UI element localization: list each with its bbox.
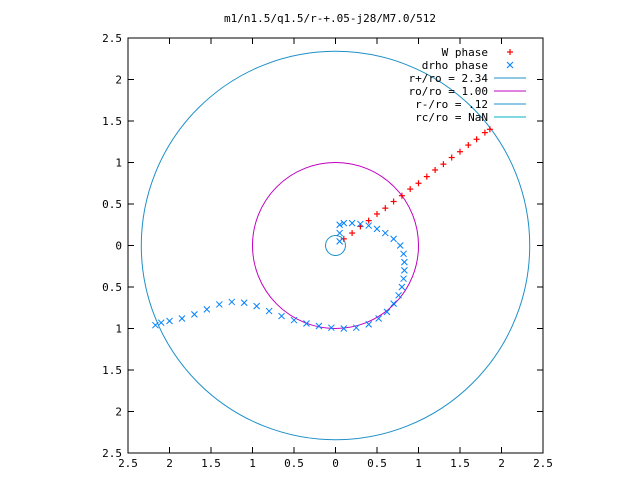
y-tick-label: 1.5 — [102, 115, 122, 128]
x-tick-label: 2 — [498, 457, 505, 470]
drho-phase-point — [357, 220, 364, 228]
drho-phase-point — [400, 275, 407, 283]
x-tick-label: 0 — [332, 457, 339, 470]
drho-phase-point — [253, 302, 261, 310]
y-tick-label: 2 — [115, 74, 122, 87]
w-phase-point — [423, 173, 430, 180]
drho-phase-point — [157, 319, 165, 327]
legend-label: W phase — [442, 46, 488, 59]
legend-label: r+/ro = 2.34 — [409, 72, 489, 85]
w-phase-point — [481, 129, 488, 136]
x-tick-label: 0.5 — [367, 457, 387, 470]
drho-phase-point — [365, 222, 373, 229]
drho-phase-point — [203, 306, 211, 313]
chart-title: m1/n1.5/q1.5/r-+.05-j28/M7.0/512 — [224, 12, 436, 25]
w-phase-point — [465, 142, 472, 149]
y-tick-label: 2 — [115, 406, 122, 419]
circles-layer — [140, 50, 531, 441]
w-phase-point — [365, 217, 372, 224]
x-tick-label: 0.5 — [284, 457, 304, 470]
y-tick-label: 1 — [115, 157, 122, 170]
w-phase-point — [486, 126, 493, 133]
drho-phase-point — [375, 315, 383, 322]
legend-marker-cross — [506, 61, 514, 69]
drho-phase-point — [303, 320, 310, 327]
drho-phase-point — [191, 311, 198, 318]
drho-phase-point — [390, 235, 397, 243]
y-tick-label: 0 — [115, 240, 122, 253]
w-phase-point — [457, 148, 463, 155]
x-tick-label: 2.5 — [533, 457, 553, 470]
w-phase-point — [432, 166, 439, 173]
drho-phase-point — [290, 316, 298, 324]
drho-phase-point — [395, 291, 402, 299]
drho-phase-point — [152, 321, 159, 329]
y-tick-label: 1.5 — [102, 364, 122, 377]
x-tick-label: 2.5 — [118, 457, 138, 470]
x-tick-label: 1 — [415, 457, 422, 470]
w-phase-point — [415, 180, 422, 187]
drho-phase-point — [327, 324, 335, 332]
w-phase-point — [349, 230, 356, 237]
drho-phase-point — [340, 325, 348, 332]
x-tick-label: 1.5 — [201, 457, 221, 470]
drho-phase-point — [166, 317, 173, 325]
drho-phase-point — [228, 298, 236, 306]
legend-label: ro/ro = 1.00 — [409, 85, 488, 98]
w-phase-point — [374, 210, 380, 217]
legend-label: rc/ro = NaN — [415, 111, 488, 124]
y-tick-label: 1 — [115, 323, 122, 336]
drho-phase-point — [178, 315, 186, 322]
y-tick-label: 2.5 — [102, 447, 122, 460]
drho-phase-point — [381, 229, 389, 237]
drho-phase-point — [265, 307, 273, 315]
circle-r-ro — [325, 235, 346, 256]
drho-phase-point — [373, 225, 381, 233]
legend-label: r-/ro = .12 — [415, 98, 488, 111]
drho-phase-point — [396, 242, 404, 249]
drho-phase-point — [336, 237, 344, 245]
drho-phase-point — [240, 299, 248, 307]
w-phase-point — [390, 198, 397, 205]
circle-r+ro — [140, 50, 531, 441]
w-phase-point — [448, 154, 455, 161]
w-phase-point — [398, 192, 405, 199]
circle-roro — [252, 162, 419, 329]
drho-phase-point — [215, 301, 223, 308]
drho-phase-point — [348, 219, 356, 227]
drho-phase-point — [336, 221, 344, 229]
points-layer — [152, 126, 493, 332]
w-phase-point — [473, 136, 480, 143]
drho-phase-point — [340, 219, 348, 227]
drho-phase-point — [278, 312, 285, 320]
drho-phase-point — [401, 267, 408, 274]
drho-phase-point — [398, 283, 406, 291]
drho-phase-point — [383, 308, 391, 316]
w-phase-point — [382, 205, 389, 212]
x-tick-label: 1.5 — [450, 457, 470, 470]
x-tick-label: 2 — [166, 457, 173, 470]
drho-phase-point — [400, 250, 407, 258]
drho-phase-point — [401, 258, 408, 266]
y-tick-label: 2.5 — [102, 32, 122, 45]
drho-phase-point — [390, 300, 397, 307]
drho-phase-point — [352, 324, 360, 332]
y-tick-label: 0.5 — [102, 281, 122, 294]
drho-phase-point — [365, 320, 373, 328]
y-tick-label: 0.5 — [102, 198, 122, 211]
legend-label: drho phase — [422, 59, 488, 72]
w-phase-point — [407, 186, 414, 193]
x-tick-label: 1 — [249, 457, 256, 470]
drho-phase-point — [315, 322, 323, 330]
axis-ticks: 2.5 2 1.5 1 0.5 0 0.5 1 1.5 2 2.52.521.510.500.511… — [102, 32, 553, 470]
w-phase-point — [440, 161, 447, 168]
drho-phase-point — [336, 229, 344, 237]
